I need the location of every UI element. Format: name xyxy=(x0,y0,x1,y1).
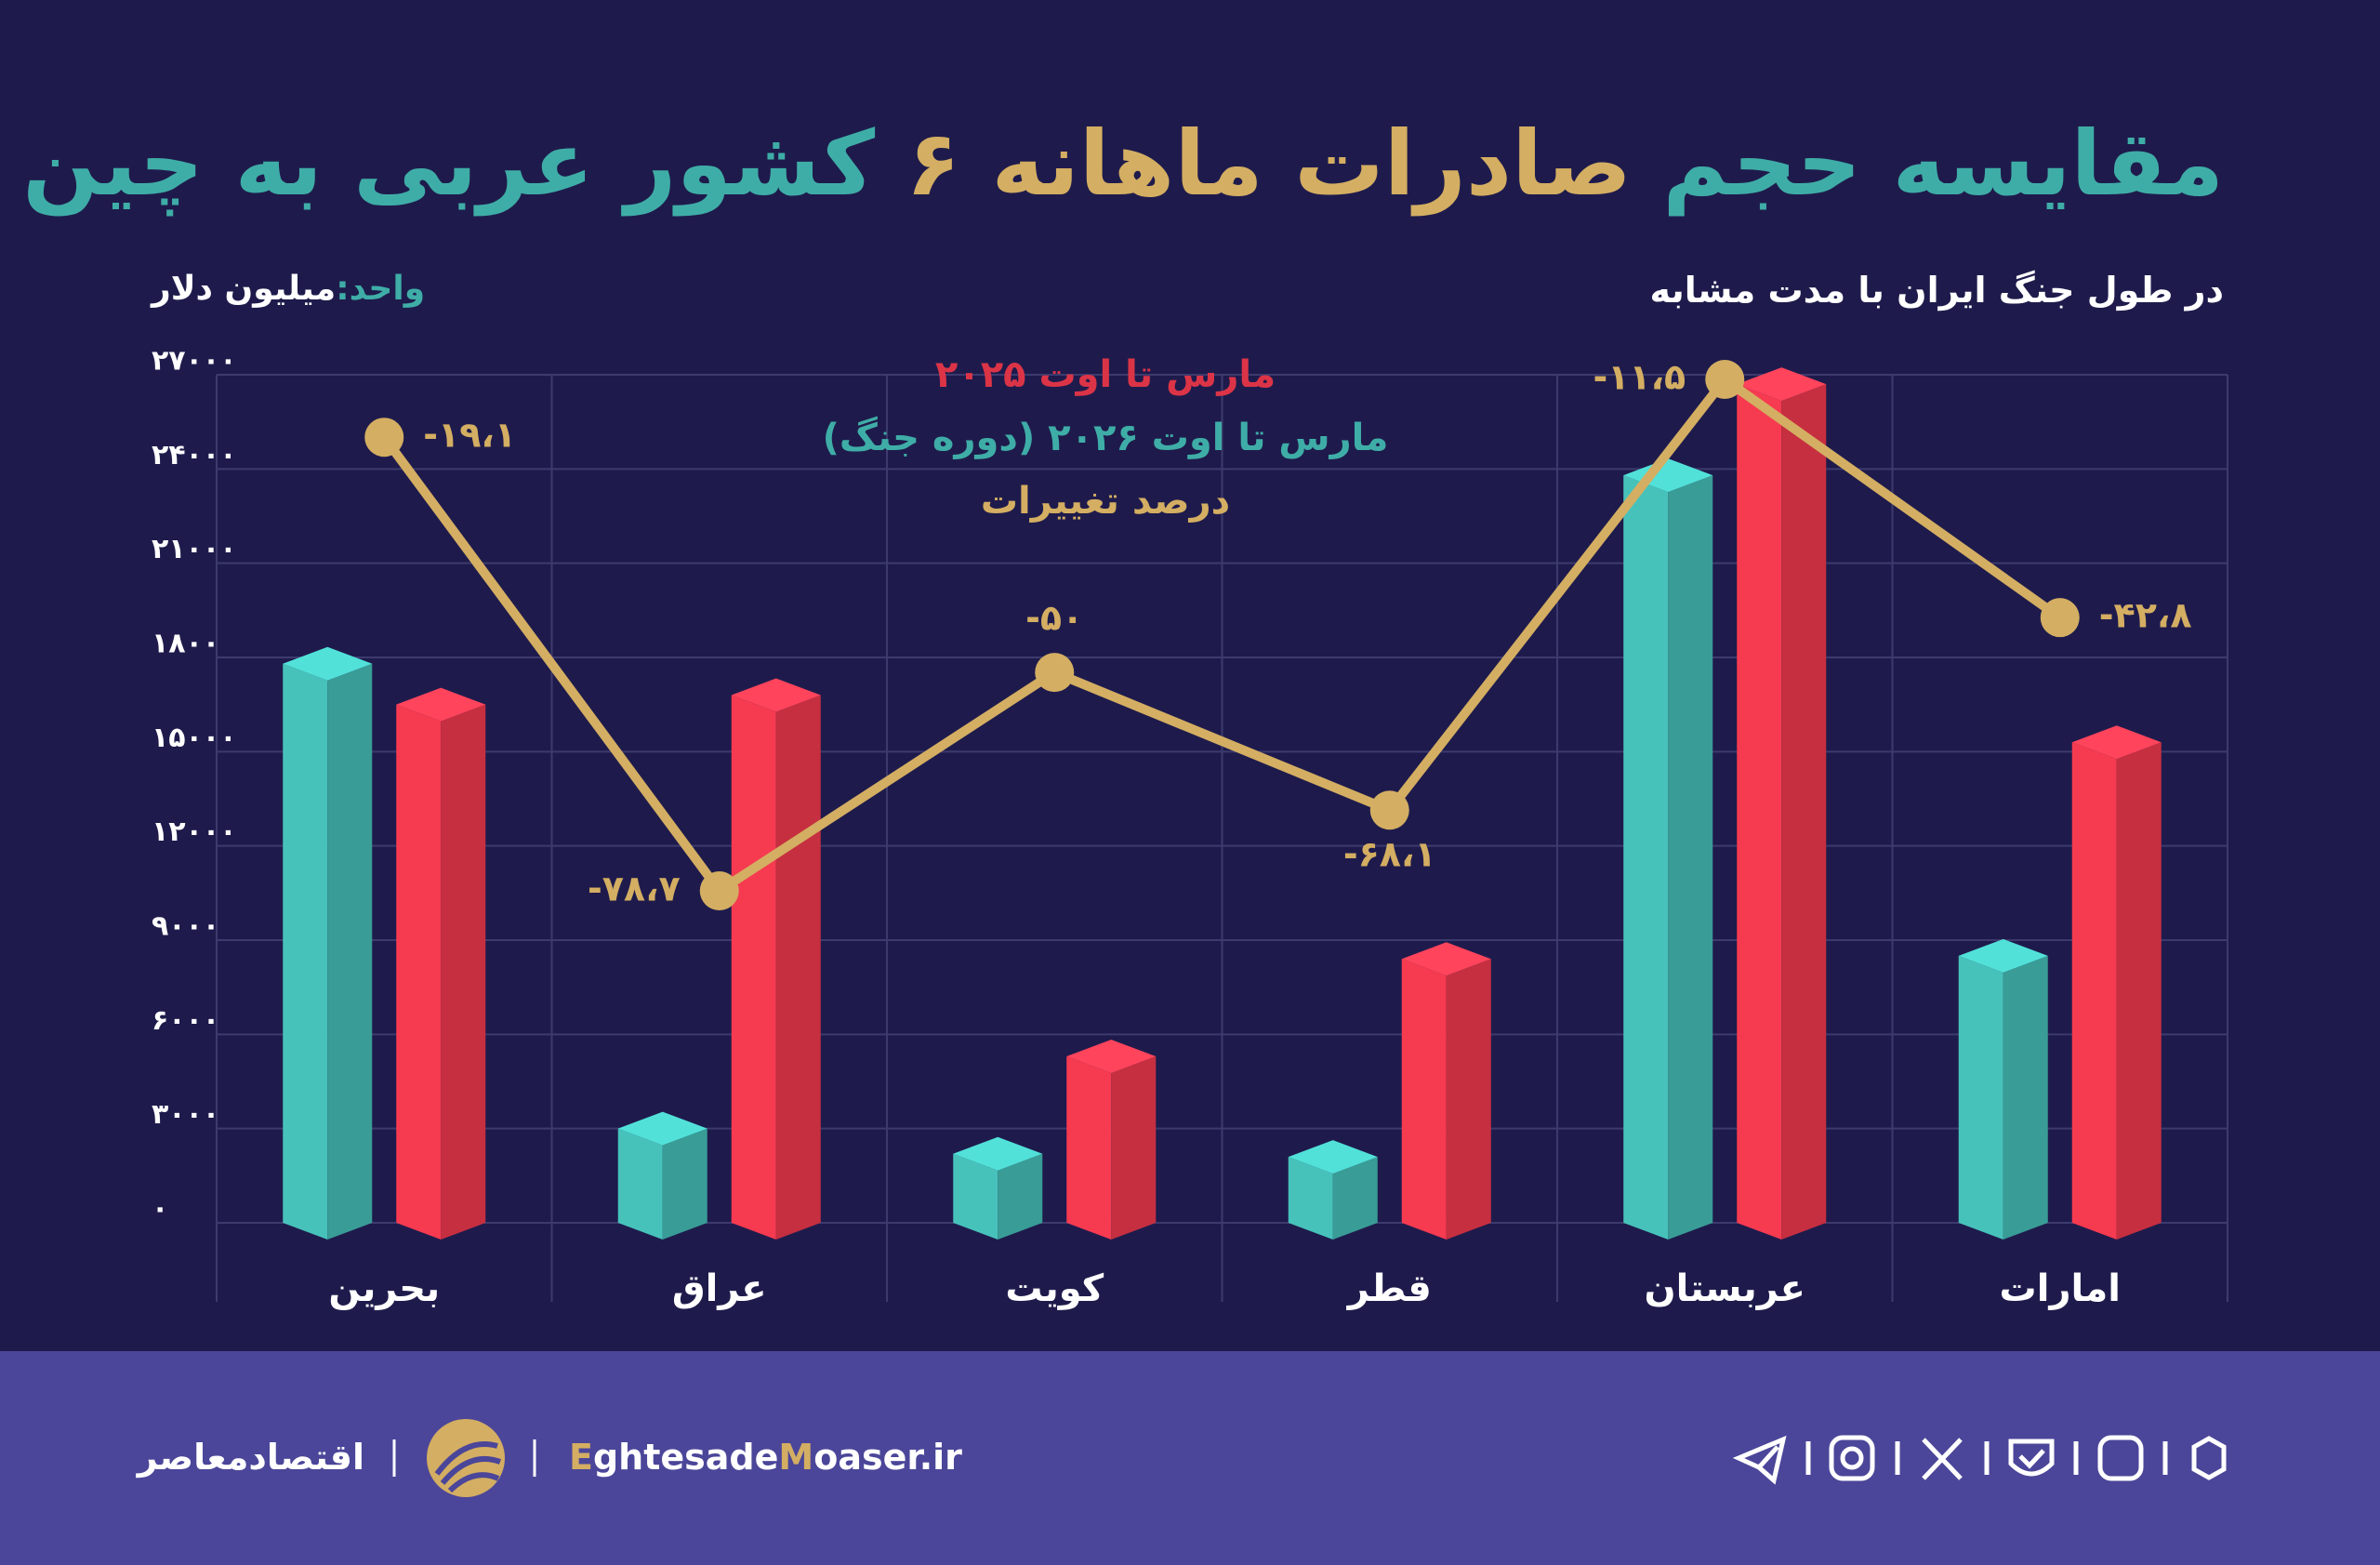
x-tick-label: عربستان xyxy=(1645,1267,1805,1310)
footer-band xyxy=(0,1351,2380,1565)
site-url: EghtesadeMoaser.ir xyxy=(569,1437,962,1478)
y-tick-label: ۹۰۰۰ xyxy=(152,910,219,943)
bar-left-face xyxy=(1401,959,1447,1240)
bar-right-face xyxy=(1446,959,1491,1240)
bar-top xyxy=(2071,725,2162,760)
bar-left-face xyxy=(1958,955,2003,1240)
line-marker xyxy=(1035,653,1075,693)
bar-left-face xyxy=(1737,384,1782,1240)
y-tick-label: ۰ xyxy=(152,1193,168,1226)
legend-entry: درصد تغییرات xyxy=(981,480,1230,523)
bar-right-face xyxy=(1781,384,1827,1240)
bar-right-face xyxy=(998,1153,1043,1240)
hex-icon xyxy=(2191,1436,2227,1480)
x-tick-label: قطر xyxy=(1346,1267,1432,1310)
social-icons xyxy=(1732,1435,2227,1485)
bar-left-face xyxy=(1066,1055,1112,1240)
x-tick-label: بحرین xyxy=(328,1267,440,1310)
bar-left-face xyxy=(953,1153,998,1240)
bar-top xyxy=(617,1111,707,1146)
bar-left-face xyxy=(617,1128,663,1240)
line-marker xyxy=(699,871,739,910)
bar-right-face xyxy=(2003,955,2048,1240)
bar-top xyxy=(731,678,821,712)
line-marker xyxy=(364,418,404,458)
legend-entry: مارس تا اوت ۲۰۲۵ xyxy=(935,353,1276,396)
y-tick-label: ۱۸۰۰ xyxy=(152,628,219,660)
bar-top xyxy=(1401,942,1491,976)
title-part: کشور عربی به چین xyxy=(22,112,876,216)
y-tick-label: ۱۲۰۰۰ xyxy=(152,816,237,848)
data-label: -۴۲،۸ xyxy=(2099,595,2192,636)
data-label: -۱۱،۵ xyxy=(1593,357,1686,398)
x-icon xyxy=(1922,1438,1963,1480)
bar-top xyxy=(396,687,486,722)
line-marker xyxy=(1369,790,1409,830)
chart-title: مقایسه حجم صادرات ماهانه ۶ کشور عربی به … xyxy=(22,112,2224,216)
bar-right-face xyxy=(441,704,486,1240)
bar-left-face xyxy=(396,704,442,1240)
data-label: -۷۸،۷ xyxy=(588,869,681,909)
bar-left-face xyxy=(731,695,776,1240)
bar-right-face xyxy=(327,663,373,1240)
line-marker xyxy=(1705,360,1745,399)
brand-name: اقتصادمعاصر xyxy=(137,1437,364,1478)
shield-icon xyxy=(2008,1439,2055,1477)
subtitle: در طول جنگ ایران با مدت مشابه xyxy=(1649,270,2224,311)
legend-entry: مارس تا اوت ۲۰۲۶ (دوره جنگ) xyxy=(823,416,1389,459)
bar-right-face xyxy=(1668,475,1713,1240)
bar-right-face xyxy=(2116,742,2162,1240)
logo-mark xyxy=(434,1441,502,1493)
y-tick-label: ۲۴۰۰۰ xyxy=(152,439,237,471)
telegram-icon xyxy=(1732,1435,1787,1485)
unit: میلیون دلار xyxy=(152,270,337,308)
y-tick-label: ۶۰۰۰ xyxy=(152,1004,219,1037)
y-tick-label: ۲۱۰۰۰ xyxy=(152,533,237,565)
y-tick-label: ۲۷۰۰۰ xyxy=(152,345,237,378)
unit-label: واحد: xyxy=(336,270,426,308)
site-part: E xyxy=(569,1437,593,1478)
instagram-icon xyxy=(1829,1435,1875,1481)
site-part: .ir xyxy=(919,1437,962,1478)
bar-top xyxy=(1958,938,2048,973)
instagram-lens xyxy=(1840,1446,1864,1470)
x-tick-label: امارات xyxy=(2000,1267,2121,1310)
bar-top xyxy=(1737,367,1827,402)
line-marker xyxy=(2040,598,2080,638)
unit-note: واحد:میلیون دلار xyxy=(152,270,425,308)
bar-left-face xyxy=(283,663,328,1240)
bar-right-face xyxy=(1111,1055,1157,1240)
bar-top xyxy=(953,1136,1043,1171)
bar-left-face xyxy=(1288,1157,1333,1240)
y-tick-label: ۱۵۰۰۰ xyxy=(152,722,237,754)
bar-left-face xyxy=(2071,742,2117,1240)
app-icon xyxy=(2097,1435,2144,1481)
plot: ۰ ۳۰۰۰ ۶۰۰۰ ۹۰۰۰ ۱۲۰۰۰ ۱۵۰۰۰ ۱۸۰۰ ۲۱۰۰۰ ۲۴۰۰۰ ۲۷۰… xyxy=(152,345,2228,1310)
x-tick-label: عراق xyxy=(672,1267,767,1310)
y-tick-label: ۳۰۰۰ xyxy=(152,1098,219,1131)
bar-top xyxy=(283,646,373,681)
x-tick-label: کویت xyxy=(1005,1267,1104,1310)
title-part: مقایسه حجم xyxy=(1662,112,2224,216)
bar-top xyxy=(1066,1039,1157,1073)
bar-right-face xyxy=(775,695,821,1240)
data-label: -۵۰ xyxy=(1025,598,1083,639)
data-label: -۶۸،۱ xyxy=(1343,834,1436,875)
site-part: M xyxy=(778,1437,814,1478)
site-part: oaser xyxy=(813,1437,919,1478)
bar-left-face xyxy=(1623,475,1669,1240)
bar-right-face xyxy=(662,1128,707,1240)
data-label: -۱۹،۱ xyxy=(423,415,516,456)
site-part: ghtesade xyxy=(592,1437,779,1478)
title-part: صادرات ماهانه ۶ xyxy=(906,112,1632,216)
line xyxy=(380,375,2063,895)
bar-right-face xyxy=(1332,1157,1378,1240)
bar-top xyxy=(1288,1140,1378,1174)
